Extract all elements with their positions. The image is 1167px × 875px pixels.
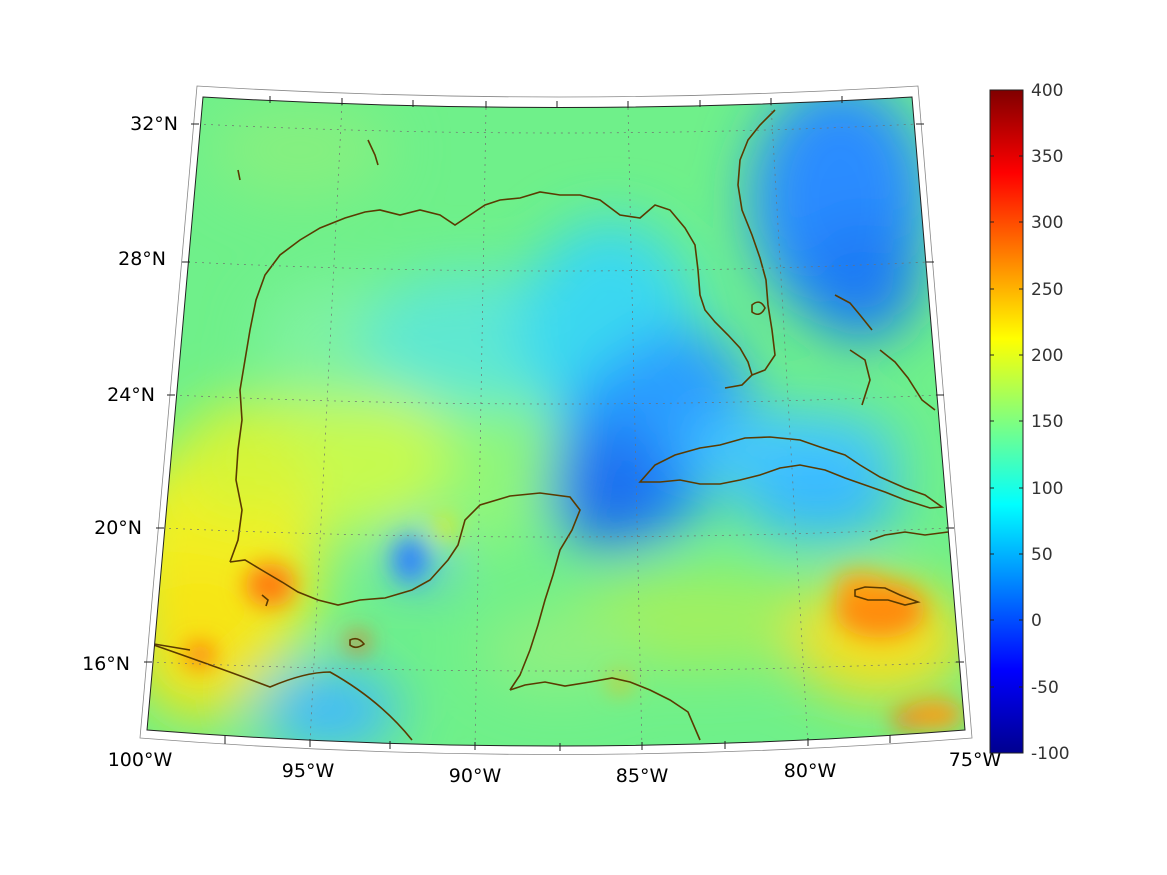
colorbar-tick-label: 400	[1031, 81, 1063, 101]
colorbar-tick-label: 100	[1031, 479, 1063, 499]
colorbar-gradient	[989, 89, 1024, 754]
colorbar-tick-label: 50	[1031, 545, 1053, 565]
coastlines	[147, 109, 949, 741]
lon-label: 100°W	[108, 749, 173, 771]
map-frame	[139, 85, 973, 755]
colorbar-tick-label: 200	[1031, 346, 1063, 366]
colorbar: 400 350 300 250 200 150 100 50 0 -50 -10…	[989, 81, 1070, 764]
colorbar-tick-label: 250	[1031, 280, 1063, 300]
longitude-labels: 100°W 95°W 90°W 85°W 80°W 75°W	[108, 749, 1002, 787]
colorbar-tick-label: 0	[1031, 611, 1042, 631]
lat-label: 28°N	[118, 248, 166, 270]
latitude-labels: 32°N 28°N 24°N 20°N 16°N	[82, 113, 178, 675]
lon-label: 85°W	[616, 765, 669, 787]
lon-label: 75°W	[949, 749, 1002, 771]
colorbar-tick-label: -50	[1031, 678, 1059, 698]
lat-label: 20°N	[94, 517, 142, 539]
colorbar-tick-label: 350	[1031, 147, 1063, 167]
lat-label: 32°N	[130, 113, 178, 135]
data-field	[147, 97, 965, 746]
colorbar-tick-label: 300	[1031, 213, 1063, 233]
colorbar-tick-label: 150	[1031, 412, 1063, 432]
lat-label: 16°N	[82, 653, 130, 675]
lat-label: 24°N	[107, 384, 155, 406]
lon-label: 90°W	[449, 765, 502, 787]
graticule	[149, 103, 959, 746]
colorbar-tick-label: -100	[1031, 744, 1070, 764]
lon-label: 95°W	[282, 760, 335, 782]
lon-label: 80°W	[784, 760, 837, 782]
